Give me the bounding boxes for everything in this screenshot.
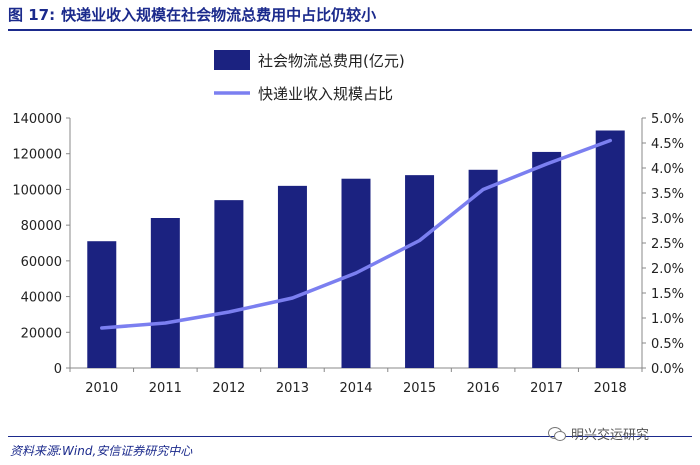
y-left-tick-label: 20000: [21, 326, 62, 341]
line-series-express-share: [100, 138, 612, 330]
y-right-tick-label: 3.5%: [651, 187, 684, 202]
bar-2018: [595, 130, 625, 368]
y-right-tick-label: 0.5%: [651, 337, 684, 352]
bar-2012: [214, 200, 244, 368]
x-tick-label: 2017: [530, 381, 563, 396]
y-right-tick-label: 4.0%: [651, 162, 684, 177]
x-tick-label: 2018: [594, 381, 627, 396]
y-left-tick-label: 60000: [21, 255, 62, 270]
bar-2016: [468, 169, 498, 368]
bar-2015: [405, 175, 435, 368]
bar-2010: [87, 241, 117, 368]
y-left-tick-label: 0: [54, 362, 62, 377]
source-note: 资料来源:Wind,安信证券研究中心: [10, 444, 193, 458]
x-tick-label: 2011: [149, 381, 182, 396]
x-tick-label: 2013: [276, 381, 309, 396]
bar-2011: [150, 218, 180, 368]
watermark-text: 明兴交运研究: [571, 428, 650, 443]
y-right-tick-label: 2.5%: [651, 237, 684, 252]
bar-2013: [277, 185, 307, 368]
wechat-icon: [548, 426, 566, 441]
y-left-tick-label: 100000: [12, 183, 62, 198]
x-tick-label: 2014: [339, 381, 372, 396]
watermark: 明兴交运研究: [548, 424, 649, 443]
x-tick-label: 2012: [212, 381, 245, 396]
figure-number: 图 17:: [8, 6, 56, 24]
y-left-tick-label: 40000: [21, 291, 62, 306]
y-right-tick-label: 1.5%: [651, 287, 684, 302]
figure-title: 图 17: 快递业收入规模在社会物流总费用中占比仍较小: [8, 4, 692, 31]
y-right-tick-label: 1.0%: [651, 312, 684, 327]
bottom-rule: [8, 436, 692, 437]
y-right-tick-label: 3.0%: [651, 212, 684, 227]
legend-label-line: 快递业收入规模占比: [258, 85, 393, 103]
legend-label-bar: 社会物流总费用(亿元): [258, 52, 405, 70]
x-tick-label: 2015: [403, 381, 436, 396]
y-left-tick-label: 120000: [12, 148, 62, 163]
bar-2017: [532, 151, 562, 368]
figure-title-text: 快递业收入规模在社会物流总费用中占比仍较小: [61, 6, 377, 24]
legend-swatch-bar: [214, 50, 250, 70]
y-right-tick-label: 4.5%: [651, 137, 684, 152]
x-tick-label: 2016: [467, 381, 500, 396]
y-right-tick-label: 0.0%: [651, 362, 684, 377]
y-left-tick-label: 140000: [12, 112, 62, 127]
y-right-tick-label: 5.0%: [651, 112, 684, 127]
x-tick-label: 2010: [85, 381, 118, 396]
y-right-tick-label: 2.0%: [651, 262, 684, 277]
y-left-tick-label: 80000: [21, 219, 62, 234]
